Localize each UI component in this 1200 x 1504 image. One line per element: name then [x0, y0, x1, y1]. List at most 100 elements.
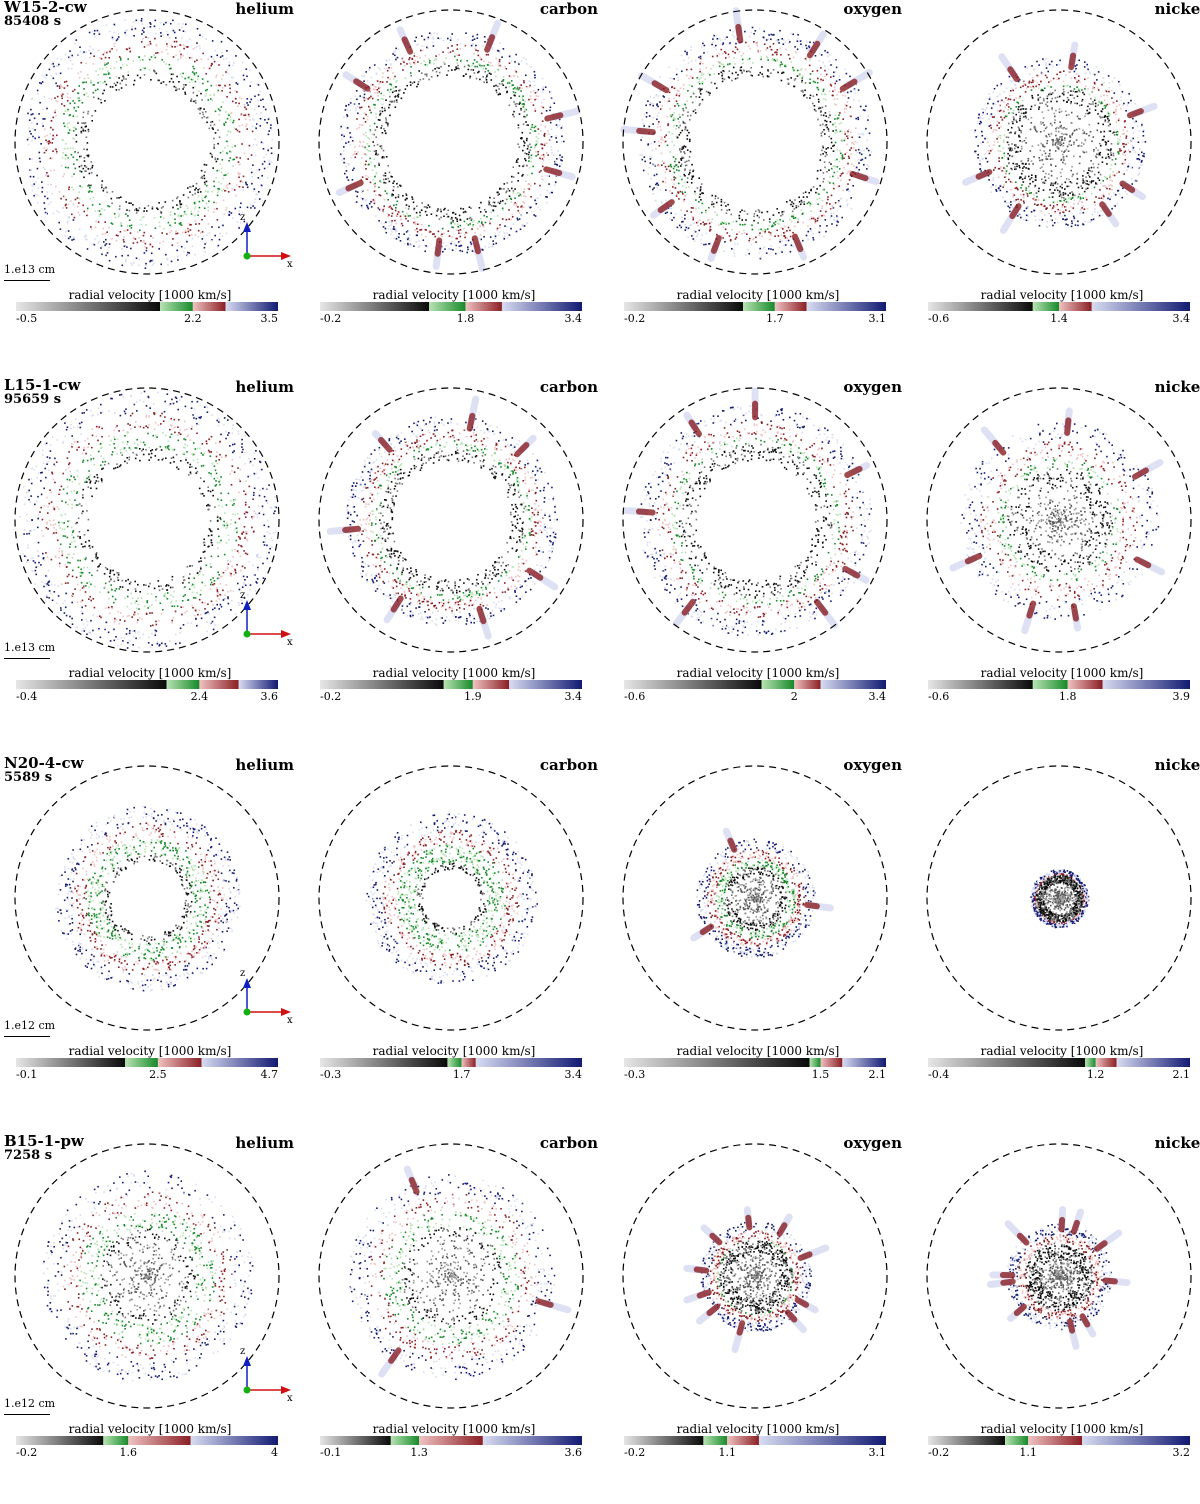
colorbar-tick-label: 1.4	[1108, 1056, 1126, 1059]
colorbar-segment	[202, 1058, 278, 1067]
dashed-reference-circle	[319, 10, 583, 274]
colorbar-tick-label: 3.6	[565, 1446, 583, 1459]
colorbar-segment	[842, 1058, 886, 1067]
colorbar-segment	[239, 680, 278, 689]
colorbar-tick-label: 1.7	[834, 1056, 852, 1059]
particle-cloud	[330, 399, 558, 636]
colorbar-tick-label: 2.4	[812, 678, 830, 681]
scale-bar	[4, 280, 50, 281]
colorbar-tick-label: 1.3	[734, 300, 752, 303]
colorbar-segment	[821, 680, 887, 689]
colorbar-tick-label: 2.6	[182, 1434, 200, 1437]
dashed-reference-circle	[15, 766, 279, 1030]
colorbar-segment	[1092, 302, 1190, 311]
colorbar-segment	[419, 1436, 483, 1445]
colorbar: -0.611.41.93.4	[912, 300, 1200, 370]
colorbar-tick-label: -0.2	[624, 1446, 645, 1459]
colorbar-tick-label: 2.1	[869, 1068, 887, 1081]
colorbar-segment	[16, 1436, 103, 1445]
colorbar-segment	[447, 1058, 461, 1067]
colorbar-tick-label: 1.3	[410, 1446, 428, 1459]
colorbar-segment	[191, 1436, 278, 1445]
colorbar-tick-label: 1.5	[435, 678, 453, 681]
particle-plot: zx	[0, 0, 300, 280]
colorbar-tick-label: 1.9	[1083, 300, 1101, 303]
colorbar-tick-label: -0.3	[624, 1068, 645, 1081]
element-label: oxygen	[843, 1134, 902, 1152]
particle-plot	[304, 1134, 604, 1414]
colorbar-tick-label: 3	[235, 678, 242, 681]
colorbar-segment	[16, 1058, 125, 1067]
colorbar-tick-label: 1.2	[1024, 678, 1042, 681]
colorbar-tick-label: -0.3	[320, 1068, 341, 1081]
colorbar-segment	[821, 1058, 843, 1067]
colorbar-tick-label: 2.5	[149, 1068, 167, 1081]
colorbar-segment	[320, 1436, 391, 1445]
colorbar-tick-label: 1.4	[801, 1056, 819, 1059]
colorbar-segment	[476, 1058, 582, 1067]
particle-cloud	[366, 813, 539, 984]
element-label: carbon	[540, 378, 598, 396]
model-time: 7258 s	[4, 1148, 52, 1163]
colorbar-tick-label: 3.1	[869, 1446, 887, 1459]
colorbar-segment	[743, 302, 775, 311]
scale-label: 1.e12 cm	[4, 1019, 55, 1032]
axis-z-label: z	[240, 212, 245, 223]
colorbar-segment	[167, 680, 200, 689]
scale-label: 1.e12 cm	[4, 1397, 55, 1410]
colorbar-tick-label: 2.2	[184, 312, 202, 325]
colorbar-tick-label: -0.2	[320, 690, 341, 703]
colorbar: -0.11.92.53.34.7	[0, 1056, 300, 1126]
colorbar-tick-label: 3.5	[261, 312, 279, 325]
particle-cloud	[953, 411, 1162, 631]
axis-z-label: z	[240, 590, 245, 601]
colorbar-tick-label: 1.9	[467, 1056, 485, 1059]
element-label: helium	[235, 0, 294, 18]
colorbar-segment	[1082, 1436, 1190, 1445]
particle-cloud	[19, 391, 277, 649]
colorbar-tick-label: 2.2	[474, 1434, 492, 1437]
colorbar-segment	[158, 1058, 202, 1067]
colorbar-tick-label: 3.6	[261, 690, 279, 703]
colorbar-segment	[810, 1058, 821, 1067]
panel-nickel: nickelradial velocity [1000 km/s]-0.611.…	[912, 0, 1200, 370]
element-label: nickel	[1155, 378, 1200, 396]
colorbar-tick-label: 1.1	[1019, 1446, 1037, 1459]
colorbar-tick-label: -0.6	[928, 312, 949, 325]
particle-plot	[912, 1134, 1200, 1414]
particle-cloud	[687, 1210, 826, 1350]
colorbar-tick-label: 1.8	[1059, 690, 1077, 703]
colorbar-tick-label: 2.4	[1094, 678, 1112, 681]
axis-x-label: x	[287, 1015, 293, 1026]
panel-nickel: nickelradial velocity [1000 km/s]-0.20.8…	[912, 1134, 1200, 1504]
colorbar-tick-label: -0.2	[320, 312, 341, 325]
colorbar-tick-label: -0.1	[320, 1446, 341, 1459]
colorbar-tick-label: 3.1	[869, 312, 887, 325]
colorbar-segment	[928, 1436, 1005, 1445]
axis-z-label: z	[240, 1346, 245, 1357]
colorbar-segment	[160, 302, 193, 311]
colorbar-segment	[466, 302, 502, 311]
colorbar-tick-label: 2.3	[493, 300, 511, 303]
panel-nickel: nickelradial velocity [1000 km/s]-0.41.1…	[912, 756, 1200, 1126]
element-label: helium	[235, 756, 294, 774]
colorbar-segment	[1059, 302, 1092, 311]
axis-x-label: x	[287, 637, 293, 648]
colorbar-segment	[624, 1436, 703, 1445]
colorbar-tick-label: 1.7	[151, 300, 169, 303]
colorbar-segment	[226, 302, 278, 311]
element-label: carbon	[540, 0, 598, 18]
colorbar-segment	[320, 1058, 447, 1067]
colorbar-segment	[320, 680, 444, 689]
colorbar-segment	[429, 302, 465, 311]
colorbar-tick-label: 3.9	[1173, 690, 1191, 703]
colorbar: -0.10.91.32.23.6	[304, 1434, 604, 1504]
model-time: 95659 s	[4, 392, 61, 407]
particle-plot	[608, 378, 908, 658]
